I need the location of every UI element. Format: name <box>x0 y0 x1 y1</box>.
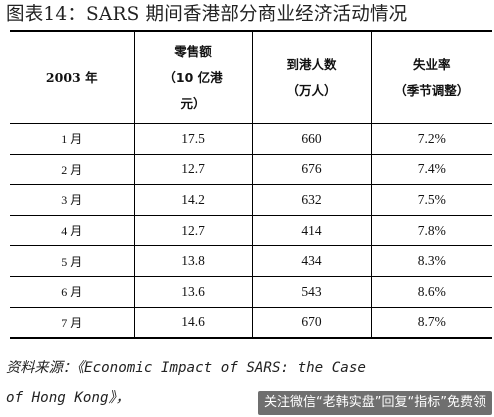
table-row: 6 月 13.6 543 8.6% <box>10 275 492 308</box>
cell-unemployment: 8.7% <box>370 306 492 340</box>
cell-month: 6 月 <box>10 275 135 308</box>
header-retail: 零售额 （10 亿港 元） <box>133 30 253 124</box>
table-row: 4 月 12.7 414 7.8% <box>10 214 492 247</box>
cell-month: 4 月 <box>10 214 135 247</box>
cell-unemployment: 7.5% <box>370 184 492 216</box>
cell-visitors: 660 <box>251 123 372 155</box>
cell-retail: 13.6 <box>133 275 253 308</box>
cell-visitors: 414 <box>251 214 372 247</box>
cell-month: 1 月 <box>10 123 135 155</box>
cell-visitors: 670 <box>251 306 372 340</box>
cell-retail: 14.6 <box>133 306 253 340</box>
table-row: 7 月 14.6 670 8.7% <box>10 306 492 340</box>
cell-retail: 12.7 <box>133 214 253 247</box>
table-row: 2 月 12.7 676 7.4% <box>10 153 492 186</box>
cell-retail: 12.7 <box>133 153 253 186</box>
cell-unemployment: 7.2% <box>370 123 492 155</box>
source-line-2: of Hong Kong》， <box>6 390 130 406</box>
header-unemployment: 失业率 （季节调整） <box>370 30 492 124</box>
watermark-banner: 关注微信“老韩实盘”回复“指标”免费领 <box>258 391 492 415</box>
cell-retail: 17.5 <box>133 123 253 155</box>
header-retail-line3: 元） <box>180 95 206 111</box>
header-visitors-line2: （万人） <box>286 82 337 98</box>
header-unemployment-line2: （季节调整） <box>394 82 470 98</box>
cell-unemployment: 7.8% <box>370 214 492 247</box>
header-visitors: 到港人数 （万人） <box>251 30 372 124</box>
cell-visitors: 543 <box>251 275 372 308</box>
cell-visitors: 632 <box>251 184 372 216</box>
cell-retail: 13.8 <box>133 245 253 277</box>
table-row: 3 月 14.2 632 7.5% <box>10 184 492 216</box>
source-line-1: 资料来源：《Economic Impact of SARS: the Case <box>6 360 366 376</box>
data-table: 2003 年 零售额 （10 亿港 元） 到港人数 （万人） 失业率 （季节调整… <box>10 30 492 340</box>
header-retail-line1: 零售额 <box>174 43 212 59</box>
figure-title: 图表14：SARS 期间香港部分商业经济活动情况 <box>6 4 408 25</box>
header-year: 2003 年 <box>10 30 135 124</box>
cell-visitors: 676 <box>251 153 372 186</box>
header-retail-line2: （10 亿港 <box>163 69 223 85</box>
header-visitors-line1: 到港人数 <box>286 56 337 72</box>
table-header-row: 2003 年 零售额 （10 亿港 元） 到港人数 （万人） 失业率 （季节调整… <box>10 30 492 124</box>
cell-month: 7 月 <box>10 306 135 340</box>
cell-month: 5 月 <box>10 245 135 277</box>
source-note: 资料来源：《Economic Impact of SARS: the Case … <box>6 353 492 413</box>
cell-unemployment: 7.4% <box>370 153 492 186</box>
cell-unemployment: 8.3% <box>370 245 492 277</box>
cell-month: 2 月 <box>10 153 135 186</box>
cell-month: 3 月 <box>10 184 135 216</box>
table-row: 5 月 13.8 434 8.3% <box>10 245 492 277</box>
cell-visitors: 434 <box>251 245 372 277</box>
cell-retail: 14.2 <box>133 184 253 216</box>
cell-unemployment: 8.6% <box>370 275 492 308</box>
table-row: 1 月 17.5 660 7.2% <box>10 123 492 155</box>
header-unemployment-line1: 失业率 <box>412 56 451 72</box>
